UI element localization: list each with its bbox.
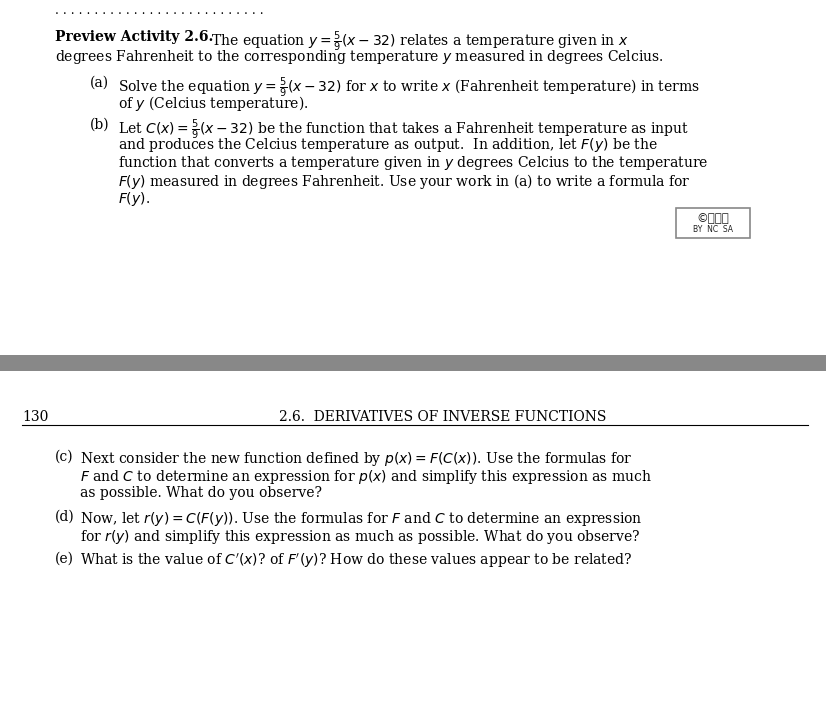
Text: degrees Fahrenheit to the corresponding temperature $y$ measured in degrees Celc: degrees Fahrenheit to the corresponding …: [55, 48, 664, 66]
Text: 130: 130: [22, 410, 49, 424]
Text: (a): (a): [90, 76, 109, 90]
Text: (b): (b): [90, 118, 110, 132]
Text: What is the value of $C'(x)$? of $F'(y)$? How do these values appear to be relat: What is the value of $C'(x)$? of $F'(y)$…: [80, 552, 633, 570]
FancyBboxPatch shape: [676, 208, 750, 238]
Text: function that converts a temperature given in $y$ degrees Celcius to the tempera: function that converts a temperature giv…: [118, 154, 708, 172]
Bar: [0, 355, 826, 371]
Text: and produces the Celcius temperature as output.  In addition, let $F(y)$ be the: and produces the Celcius temperature as …: [118, 136, 657, 154]
Text: · · · · · · · · · · · · · · · · · · · · · · · · · · ·: · · · · · · · · · · · · · · · · · · · · …: [55, 8, 263, 21]
Text: $F$ and $C$ to determine an expression for $p(x)$ and simplify this expression a: $F$ and $C$ to determine an expression f…: [80, 468, 652, 486]
Text: Next consider the new function defined by $p(x) = F(C(x))$. Use the formulas for: Next consider the new function defined b…: [80, 450, 633, 468]
Text: of $y$ (Celcius temperature).: of $y$ (Celcius temperature).: [118, 94, 309, 113]
Text: (c): (c): [55, 450, 74, 464]
Text: Solve the equation $y = \frac{5}{9}(x - 32)$ for $x$ to write $x$ (Fahrenheit te: Solve the equation $y = \frac{5}{9}(x - …: [118, 76, 700, 101]
Text: (d): (d): [55, 510, 74, 524]
Text: 2.6.  DERIVATIVES OF INVERSE FUNCTIONS: 2.6. DERIVATIVES OF INVERSE FUNCTIONS: [279, 410, 606, 424]
Text: as possible. What do you observe?: as possible. What do you observe?: [80, 486, 322, 500]
Text: for $r(y)$ and simplify this expression as much as possible. What do you observe: for $r(y)$ and simplify this expression …: [80, 528, 640, 546]
Text: $F(y)$.: $F(y)$.: [118, 190, 150, 208]
Text: ©ⓘⓢⓐ: ©ⓘⓢⓐ: [696, 211, 729, 224]
Text: BY  NC  SA: BY NC SA: [693, 224, 733, 233]
Text: Let $C(x) = \frac{5}{9}(x - 32)$ be the function that takes a Fahrenheit tempera: Let $C(x) = \frac{5}{9}(x - 32)$ be the …: [118, 118, 689, 142]
Text: $F(y)$ measured in degrees Fahrenheit. Use your work in (a) to write a formula f: $F(y)$ measured in degrees Fahrenheit. U…: [118, 172, 691, 191]
Text: (e): (e): [55, 552, 74, 566]
Text: Preview Activity 2.6.: Preview Activity 2.6.: [55, 30, 213, 44]
Text: Now, let $r(y) = C(F(y))$. Use the formulas for $F$ and $C$ to determine an expr: Now, let $r(y) = C(F(y))$. Use the formu…: [80, 510, 643, 528]
Text: The equation $y = \frac{5}{9}(x - 32)$ relates a temperature given in $x$: The equation $y = \frac{5}{9}(x - 32)$ r…: [207, 30, 629, 54]
